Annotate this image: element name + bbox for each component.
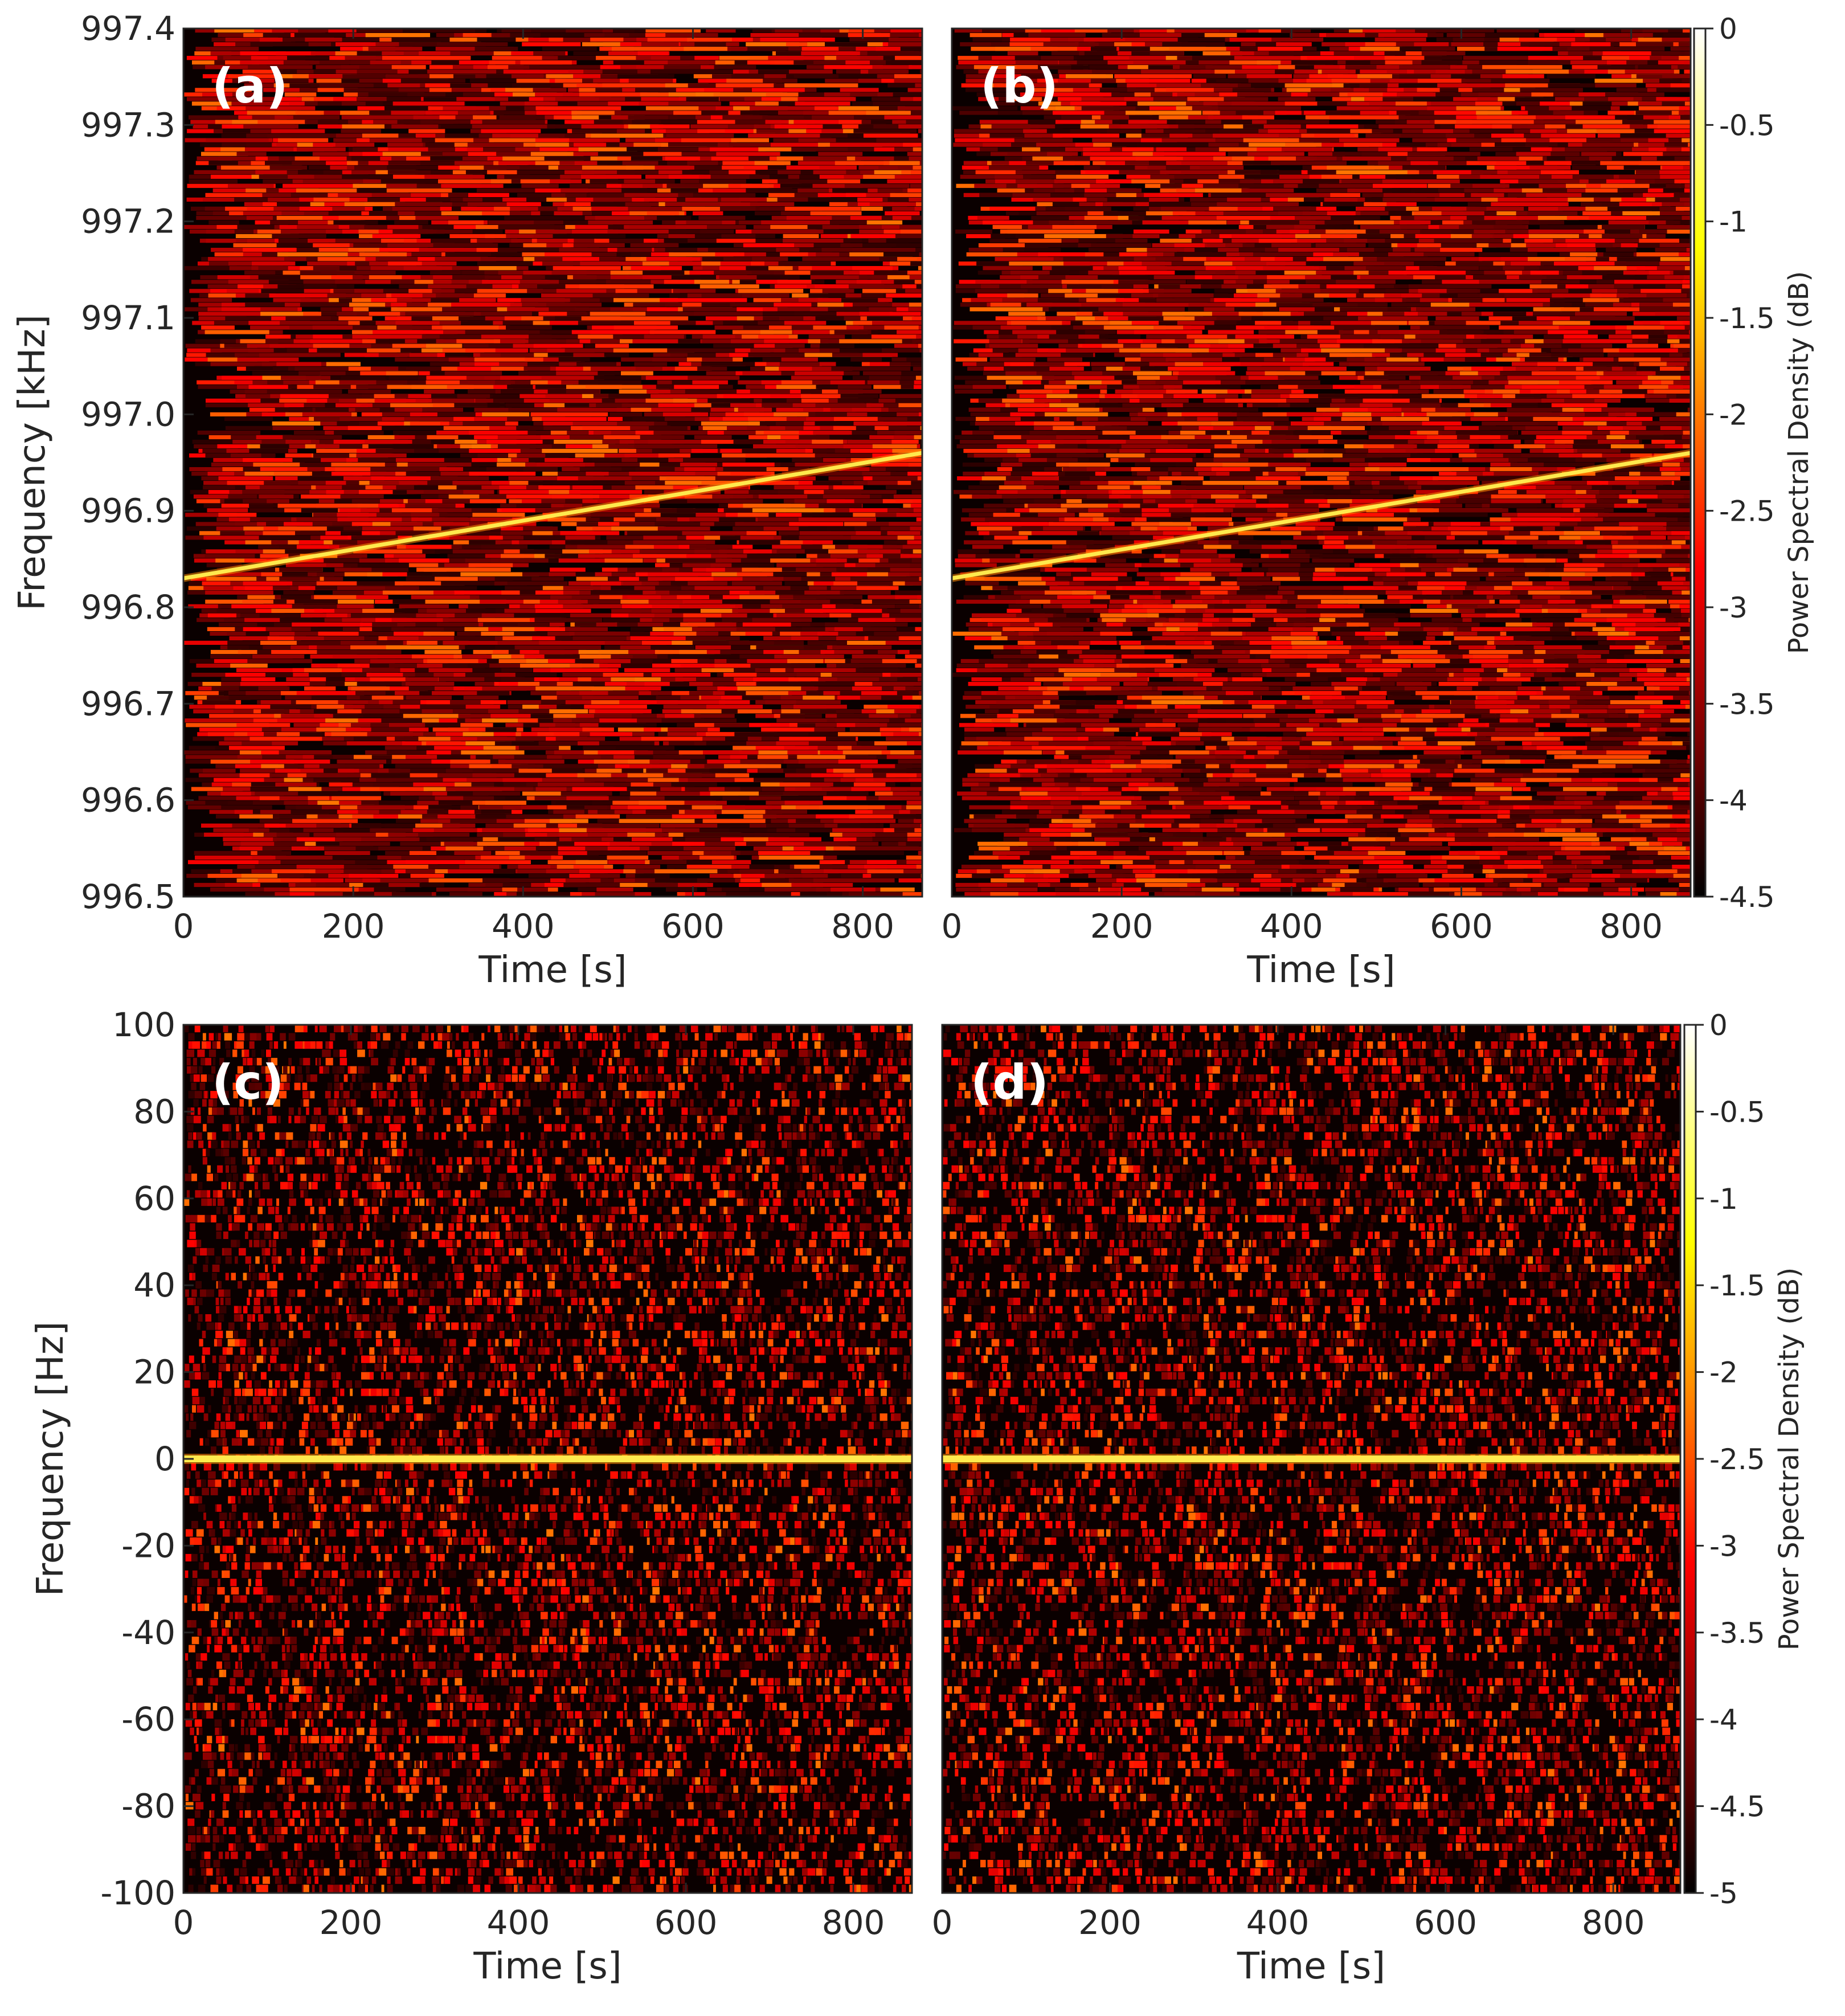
x-tick-label: 800 [822,1903,885,1942]
x-tick-label: 800 [1599,907,1663,946]
y-tick-label: 997.1 [81,298,175,337]
panel-label: (c) [212,1054,284,1110]
y-axis-label: Frequency [kHz] [11,314,54,611]
colorbar-tick-label: -4 [1719,784,1748,817]
spectrogram-panel: 0 200 400 600 800 Time [s] 996.5 996.6 996.7 996.… [11,9,923,991]
x-tick-label: 200 [1090,907,1153,946]
noise-texture [183,1025,912,1892]
y-tick-label: 996.5 [81,877,175,916]
y-tick-label: -100 [100,1874,175,1912]
colorbar-tick-label: -1 [1709,1183,1738,1216]
y-tick-label: 60 [133,1179,175,1218]
colorbar-tick-label: -4.5 [1719,881,1775,914]
y-tick-label: 20 [133,1353,175,1392]
y-tick-label: -60 [121,1700,175,1739]
signal-line [952,451,1691,580]
y-tick-label: -20 [121,1526,175,1565]
x-tick-label: 600 [654,1903,718,1942]
x-tick-label: 200 [322,907,385,946]
y-tick-label: 996.9 [81,492,175,530]
colorbar-tick-label: -0.5 [1719,109,1775,142]
y-tick-label: 997.3 [81,105,175,144]
x-tick-label: 600 [661,907,725,946]
colorbar-tick-label: -2.5 [1709,1443,1765,1476]
x-tick-label: 400 [1260,907,1323,946]
colorbar-tick-label: -3 [1719,591,1748,624]
panel-label: (b) [980,58,1058,114]
colorbar-tick-label: -3.5 [1719,688,1775,721]
y-tick-label: -40 [121,1613,175,1652]
y-tick-label: 997.2 [81,202,175,241]
x-tick-label: 400 [492,907,555,946]
y-tick-label: 40 [133,1266,175,1305]
spectrogram-panel: 0 200 400 600 800 Time [s] (d) [932,1024,1682,1988]
noise-texture [952,28,1691,897]
x-tick-label: 600 [1414,1903,1477,1942]
axes-frame [182,27,923,898]
colorbar-tick-label: -1 [1719,206,1748,239]
noise-texture [183,28,922,897]
y-tick-label: 0 [154,1440,175,1478]
x-tick-label: 0 [173,907,194,946]
colorbar-tick-label: -1.5 [1709,1269,1765,1302]
y-tick-label: 996.7 [81,684,175,723]
x-tick-label: 400 [1246,1903,1310,1942]
colorbar-tick-label: -2.5 [1719,495,1775,528]
y-tick-label: 100 [112,1005,175,1044]
x-tick-label: 400 [487,1903,550,1942]
y-tick-label: 80 [133,1092,175,1131]
colorbar: 0 -0.5 -1 -1.5 -2 -2.5 -3 -3.5 -4 -4.5 -5 Power Spe… [1683,1009,1805,1910]
x-tick-label: 800 [831,907,894,946]
x-tick-label: 600 [1430,907,1493,946]
signal-line [183,451,922,580]
y-tick-label: 997.0 [81,395,175,434]
noise-texture [942,1025,1680,1892]
spectrogram-panel: 0 200 400 600 800 Time [s] -100 -80 -60 -40 -20 0 20… [30,1005,913,1988]
axes-frame [941,1024,1682,1894]
x-axis-label: Time [s] [1246,949,1395,991]
spectrogram-panel: 0 200 400 600 800 Time [s] (b) [942,27,1692,991]
x-tick-label: 200 [1078,1903,1142,1942]
colorbar: 0 -0.5 -1 -1.5 -2 -2.5 -3 -3.5 -4 -4.5 Power Spect… [1693,13,1815,914]
x-tick-label: 800 [1582,1903,1645,1942]
colorbar-tick-label: -4.5 [1709,1790,1765,1823]
colorbar-tick-label: -3 [1709,1530,1738,1563]
x-axis-label: Time [s] [1237,1945,1385,1988]
panel-label: (a) [212,58,288,114]
y-tick-label: -80 [121,1787,175,1826]
x-tick-label: 0 [932,1903,953,1942]
colorbar-label: Power Spectral Density (dB) [1773,1267,1805,1650]
x-tick-label: 0 [942,907,963,946]
colorbar-tick-label: -2 [1709,1356,1738,1389]
colorbar-tick-label: -2 [1719,398,1748,431]
colorbar-tick-label: 0 [1709,1009,1728,1042]
y-axis-label: Frequency [Hz] [30,1322,72,1597]
colorbar-label: Power Spectral Density (dB) [1783,271,1815,654]
panel-label: (d) [971,1054,1049,1110]
y-tick-label: 996.6 [81,781,175,820]
colorbar-tick-label: -3.5 [1709,1617,1765,1650]
x-tick-label: 0 [173,1903,194,1942]
axes-frame [951,27,1692,898]
colorbar-tick-label: -0.5 [1709,1095,1765,1128]
colorbar-tick-label: -1.5 [1719,302,1775,335]
colorbar-gradient [1683,1024,1697,1894]
x-axis-label: Time [s] [478,949,627,991]
colorbar-gradient [1693,27,1707,898]
colorbar-tick-label: -5 [1709,1877,1738,1910]
x-tick-label: 200 [320,1903,383,1942]
y-tick-label: 996.8 [81,588,175,627]
colorbar-tick-label: 0 [1719,13,1737,46]
x-axis-label: Time [s] [473,1945,621,1988]
colorbar-tick-label: -4 [1709,1703,1738,1736]
y-tick-label: 997.4 [81,9,175,48]
